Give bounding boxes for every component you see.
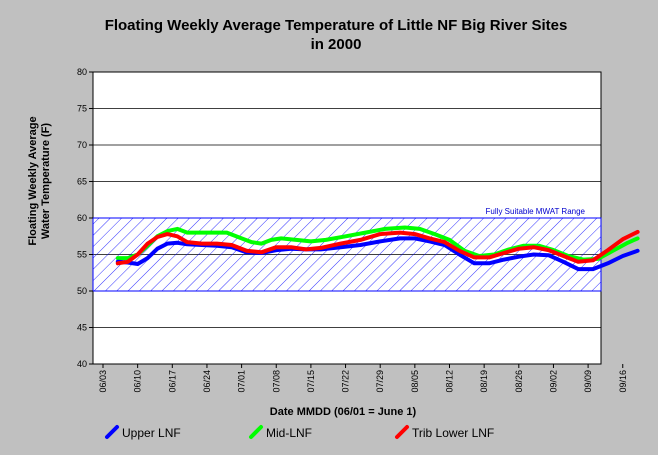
chart-title: Floating Weekly Average Temperature of L… [105, 17, 568, 34]
y-tick-label-55: 55 [77, 250, 87, 260]
legend: Upper LNF Mid-LNF Trib Lower LNF [105, 425, 494, 440]
y-tick-label-50: 50 [77, 286, 87, 296]
legend-item-trib-lower-lnf: Trib Lower LNF [395, 425, 494, 440]
y-tick-label-65: 65 [77, 177, 87, 187]
x-tick-label-07-22: 07/22 [341, 370, 351, 393]
y-tick-label-70: 70 [77, 140, 87, 150]
legend-swatch-trib-lower-lnf [395, 425, 409, 439]
x-tick-label-07-29: 07/29 [375, 370, 385, 393]
x-tick-label-09-16: 09/16 [618, 370, 628, 393]
x-tick-label-06-10: 06/10 [133, 370, 143, 393]
legend-swatch-mid-lnf [249, 425, 263, 439]
x-tick-label-07-15: 07/15 [306, 370, 316, 393]
x-tick-label-08-26: 08/26 [514, 370, 524, 393]
y-tick-label-45: 45 [77, 323, 87, 333]
series-line-upper-lnf [115, 236, 640, 272]
y-axis-title: Floating Weekly Average Water Temperatur… [27, 116, 52, 245]
x-axis-title: Date MMDD (06/01 = June 1) [270, 406, 417, 418]
x-tick-label-06-17: 06/17 [167, 370, 177, 393]
x-tick-label-08-19: 08/19 [479, 370, 489, 393]
y-tick-label-60: 60 [77, 213, 87, 223]
x-tick-label-09-09: 09/09 [583, 370, 593, 393]
legend-item-mid-lnf: Mid-LNF [249, 425, 312, 440]
y-axis-title-line-1: Floating Weekly Average [27, 116, 39, 245]
legend-label-upper-lnf: Upper LNF [122, 426, 181, 440]
series-line-trib-lower-lnf [115, 229, 640, 266]
x-tick-label-07-08: 07/08 [271, 370, 281, 393]
x-tick-label-07-01: 07/01 [237, 370, 247, 393]
series-layer [115, 225, 640, 272]
y-axis: 40 45 50 55 60 65 70 75 80 [77, 67, 93, 369]
legend-label-trib-lower-lnf: Trib Lower LNF [412, 426, 494, 440]
x-axis: 06/03 06/10 06/17 06/24 07/01 07/08 07/15 07/22… [98, 364, 628, 393]
mwat-range-label: Fully Suitable MWAT Range [486, 207, 586, 216]
legend-label-mid-lnf: Mid-LNF [266, 426, 312, 440]
y-tick-label-40: 40 [77, 359, 87, 369]
x-tick-label-08-12: 08/12 [445, 370, 455, 393]
legend-swatch-upper-lnf [105, 425, 119, 439]
x-tick-label-06-03: 06/03 [98, 370, 108, 393]
x-tick-label-06-24: 06/24 [202, 370, 212, 393]
legend-item-upper-lnf: Upper LNF [105, 425, 181, 440]
x-tick-label-08-05: 08/05 [410, 370, 420, 393]
chart-subtitle: in 2000 [311, 36, 362, 53]
x-tick-label-09-02: 09/02 [548, 370, 558, 393]
y-tick-label-80: 80 [77, 67, 87, 77]
y-tick-label-75: 75 [77, 104, 87, 114]
y-axis-title-line-2: Water Temperature (F) [40, 123, 52, 239]
